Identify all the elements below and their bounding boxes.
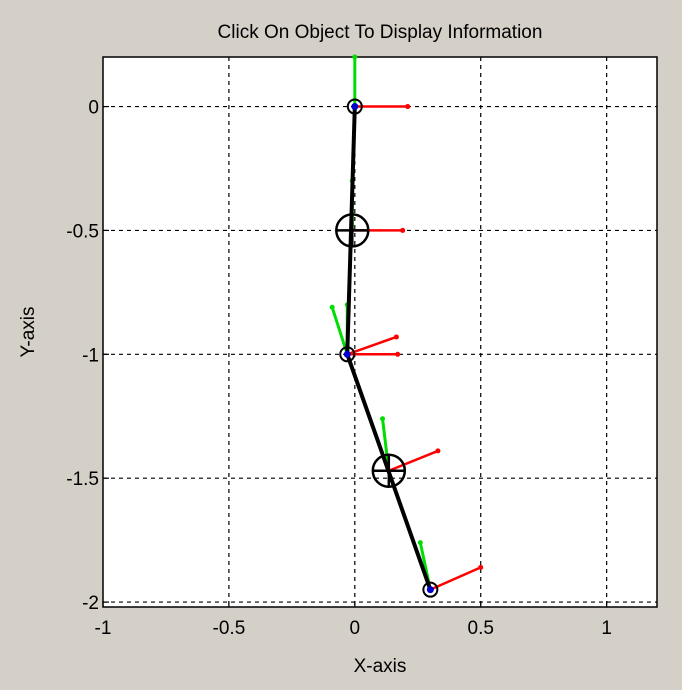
joint-dot xyxy=(426,586,434,594)
force-vector[interactable] xyxy=(429,566,482,591)
center-of-mass-marker[interactable] xyxy=(335,213,370,248)
force-vector-tip xyxy=(405,104,411,110)
y-axis-label: Y-axis xyxy=(18,306,39,357)
x-tick-label: -1 xyxy=(95,618,112,639)
y-axis: 0 -0.5 -1 -1.5 -2 xyxy=(66,98,109,614)
y-tick-label: -1.5 xyxy=(66,469,99,490)
x-tick-label: 0.5 xyxy=(468,618,494,639)
force-vector[interactable] xyxy=(387,449,440,472)
y-tick-label: 0 xyxy=(88,98,99,119)
joint-ring xyxy=(339,346,356,363)
velocity-vector[interactable] xyxy=(330,305,349,356)
x-axis: -1 -0.5 0 0.5 1 xyxy=(95,601,612,639)
velocity-vector-tip xyxy=(329,304,335,310)
chart-marks[interactable] xyxy=(329,54,484,598)
force-vector[interactable] xyxy=(346,335,398,356)
joint-dot xyxy=(343,350,351,358)
x-tick-label: 0 xyxy=(350,618,361,639)
y-tick-label: -0.5 xyxy=(66,221,99,242)
velocity-vector-tip xyxy=(417,540,423,546)
velocity-vector-tip xyxy=(352,54,358,60)
y-tick-label: -1 xyxy=(82,345,99,366)
force-vector-tip xyxy=(435,448,441,454)
chart-title: Click On Object To Display Information xyxy=(218,22,543,43)
joint-marker[interactable] xyxy=(339,346,356,363)
joint-ring xyxy=(422,581,439,598)
velocity-vector-tip xyxy=(380,416,386,422)
force-vector-tip xyxy=(478,564,484,570)
plot-area[interactable] xyxy=(102,56,658,608)
x-tick-label: 1 xyxy=(601,618,612,639)
joint-dot xyxy=(351,103,359,111)
force-vector-tip xyxy=(393,334,399,340)
x-tick-label: -0.5 xyxy=(213,618,246,639)
force-vector-tip xyxy=(400,227,406,233)
x-axis-label: X-axis xyxy=(354,656,407,677)
force-vector-tip xyxy=(395,351,401,357)
joint-marker[interactable] xyxy=(346,98,363,115)
y-tick-label: -2 xyxy=(82,593,99,614)
joint-ring xyxy=(346,98,363,115)
joint-marker[interactable] xyxy=(422,581,439,598)
center-of-mass-marker[interactable] xyxy=(371,453,407,488)
